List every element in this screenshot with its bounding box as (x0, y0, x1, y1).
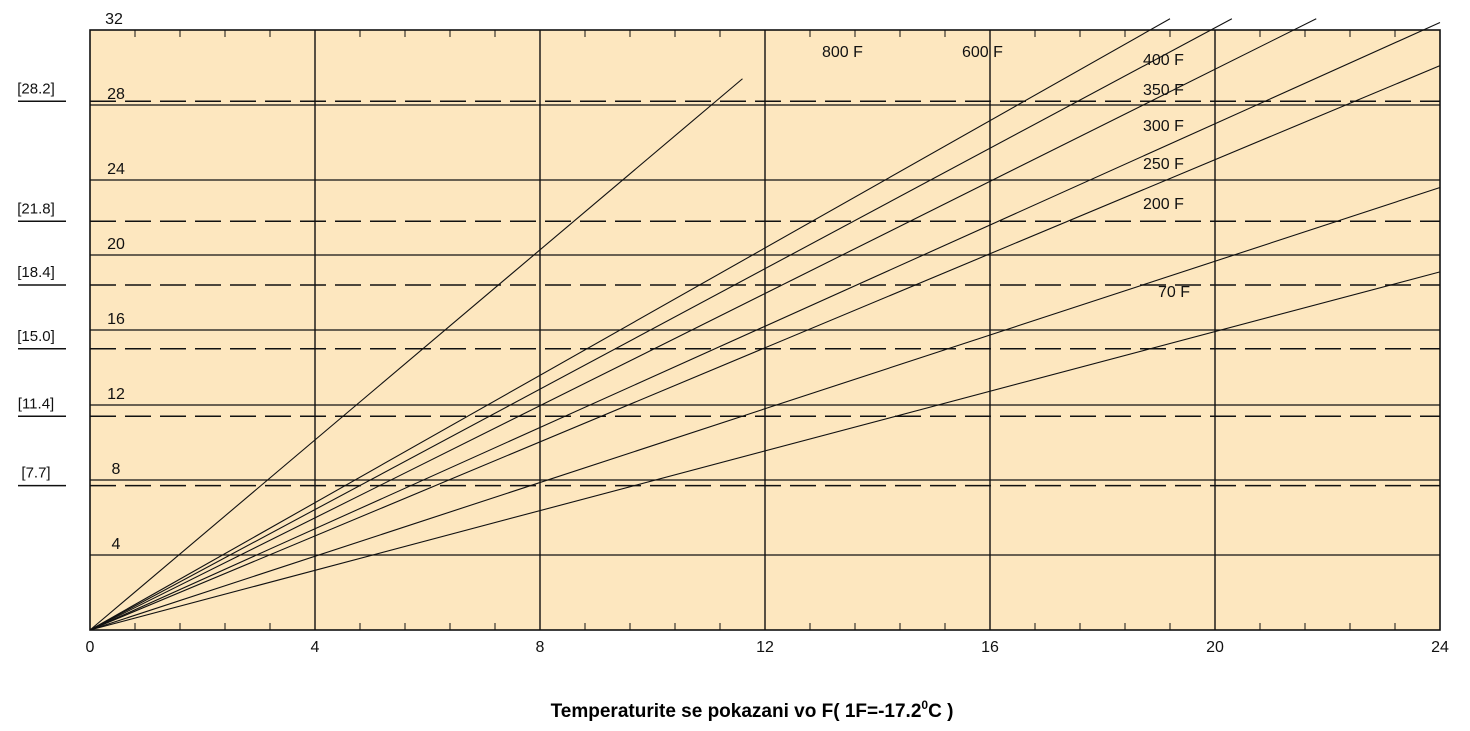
reference-line-label: [11.4] (18, 395, 54, 412)
series-line (89, 78, 743, 631)
y-tick-label: 8 (112, 461, 121, 478)
x-axis-label-main: Temperaturite se pokazani vo F( 1F=-17.2 (551, 701, 922, 722)
reference-line-label: [21.8] (17, 200, 55, 217)
labels: 0 4 8 12 16 20 24 4 8 12 16 20 24 28 32 [28.2] [21.8] [18… (17, 11, 1449, 656)
series-line (89, 18, 1317, 631)
x-tick-label: 4 (311, 639, 320, 656)
grid-lines (90, 30, 1440, 630)
reference-lines (18, 100, 1440, 487)
series-label: 300 F (1143, 118, 1184, 135)
series-label: 70 F (1158, 284, 1190, 301)
x-tick-label: 8 (536, 639, 545, 656)
y-tick-label: 12 (107, 386, 125, 403)
y-tick-label: 32 (105, 11, 123, 28)
series-line (89, 65, 1441, 631)
x-axis-label: Temperaturite se pokazani vo F( 1F=-17.2… (551, 698, 954, 722)
reference-line-label: [7.7] (21, 465, 50, 482)
series-line (89, 18, 1233, 631)
x-tick-label: 20 (1206, 639, 1224, 656)
series-line (89, 186, 1441, 631)
x-axis-label-suffix: C ) (928, 701, 953, 722)
series-line (89, 21, 1441, 631)
reference-line-label: [18.4] (17, 264, 55, 281)
y-tick-label: 16 (107, 311, 125, 328)
minor-ticks (89, 30, 1441, 630)
reference-line-label: [28.2] (17, 80, 55, 97)
x-axis-label-superscript: 0 (921, 698, 928, 712)
x-tick-label: 24 (1431, 639, 1449, 656)
y-tick-label: 20 (107, 236, 125, 253)
y-tick-label: 4 (112, 536, 121, 553)
series-line (89, 271, 1441, 631)
plot-frame (89, 29, 1441, 631)
series-label: 600 F (962, 44, 1003, 61)
series-label: 400 F (1143, 52, 1184, 69)
x-tick-label: 0 (86, 639, 95, 656)
series-label: 250 F (1143, 156, 1184, 173)
series-line (89, 18, 1171, 631)
x-tick-label: 16 (981, 639, 999, 656)
series-label: 350 F (1143, 82, 1184, 99)
series-label: 800 F (822, 44, 863, 61)
reference-line-label: [15.0] (17, 328, 55, 345)
y-tick-label: 24 (107, 161, 125, 178)
series-label: 200 F (1143, 196, 1184, 213)
y-tick-label: 28 (107, 86, 125, 103)
x-tick-label: 12 (756, 639, 774, 656)
series-lines (89, 18, 1441, 631)
